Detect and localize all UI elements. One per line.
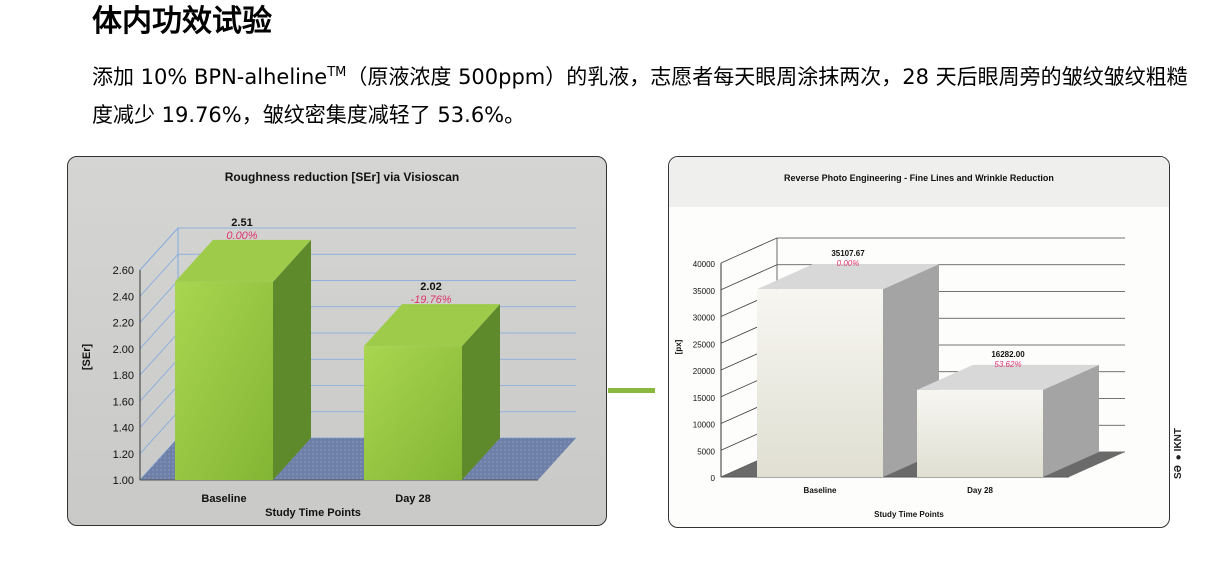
y-tick-label: 2.00 bbox=[113, 344, 134, 356]
description-paragraph: 添加 10% BPN-alhelineTM（原液浓度 500ppm）的乳液，志愿… bbox=[92, 54, 1202, 134]
x-axis-title: Study Time Points bbox=[265, 507, 361, 519]
edge-watermark-text: ЅӘ ●IKNT bbox=[1173, 428, 1184, 480]
bar-value-label-1: 2.51 bbox=[231, 217, 252, 229]
y-axis-title: [SEr] bbox=[81, 344, 93, 371]
bar-change-label-1: 0.00% bbox=[226, 230, 257, 242]
connector-line-left bbox=[608, 388, 655, 393]
page-heading: 体内功效试验 bbox=[92, 4, 272, 39]
y-tick-label: 1.20 bbox=[113, 449, 134, 461]
y-tick-label: 10000 bbox=[693, 421, 716, 430]
gridline-diagonal bbox=[139, 280, 179, 323]
bar-value-label-2: 2.02 bbox=[420, 281, 441, 293]
bar-value-label-2: 16282.00 bbox=[991, 350, 1025, 359]
y-tick-label: 2.60 bbox=[113, 265, 134, 277]
gridline-diagonal bbox=[720, 237, 778, 264]
wrinkle-chart: 0 5000 10000 15000 20000 25000 30000 35000 40000… bbox=[669, 157, 1169, 519]
bar-side-1 bbox=[273, 239, 311, 480]
chart-title: Reverse Photo Engineering - Fine Lines a… bbox=[784, 173, 1054, 183]
y-tick-label: 35000 bbox=[693, 287, 716, 296]
y-axis-title: [px] bbox=[674, 339, 683, 354]
description-part2: （原液浓度 500ppm）的乳液，志愿者每天眼周涂抹两次，28 天后眼周旁的皱纹… bbox=[92, 65, 1188, 127]
y-tick-label: 1.80 bbox=[113, 370, 134, 382]
y-tick-label: 15000 bbox=[693, 394, 716, 403]
y-tick-label: 5000 bbox=[697, 447, 715, 456]
chart-title: Roughness reduction [SEr] via Visioscan bbox=[225, 170, 460, 184]
x-category-label-2: Day 28 bbox=[395, 493, 430, 505]
bar-2 bbox=[364, 346, 462, 480]
y-tick-label: 25000 bbox=[693, 340, 716, 349]
bar-1 bbox=[757, 289, 883, 477]
y-tick-label: 1.60 bbox=[113, 396, 134, 408]
description-part1: 添加 10% BPN-alheline bbox=[92, 65, 328, 89]
bar-top-1 bbox=[175, 239, 311, 282]
roughness-chart-panel: 1.00 1.20 1.40 1.60 1.80 2.00 2.20 2.40 2.60 2.51… bbox=[67, 156, 607, 526]
bar-1 bbox=[175, 281, 273, 480]
x-category-label-1: Baseline bbox=[804, 486, 837, 495]
bar-side-2 bbox=[1043, 364, 1099, 477]
y-tick-label: 2.20 bbox=[113, 318, 134, 330]
y-tick-label: 1.00 bbox=[113, 475, 134, 487]
bar-change-label-1: 0.00% bbox=[837, 259, 860, 268]
gridline-diagonal bbox=[139, 253, 179, 297]
bar-change-label-2: 53.62% bbox=[994, 360, 1021, 369]
title-band bbox=[669, 157, 1169, 207]
gridline-diagonal bbox=[139, 358, 179, 402]
bar-side-2 bbox=[462, 304, 500, 480]
bar-change-label-2: -19.76% bbox=[411, 294, 452, 306]
gridline-diagonal bbox=[720, 264, 778, 291]
x-category-label-2: Day 28 bbox=[967, 486, 993, 495]
wrinkle-chart-panel: 0 5000 10000 15000 20000 25000 30000 35000 40000… bbox=[668, 156, 1170, 528]
gridline-diagonal bbox=[139, 385, 179, 428]
y-tick-label: 1.40 bbox=[113, 423, 134, 435]
x-category-label-1: Baseline bbox=[201, 493, 246, 505]
gridline-diagonal bbox=[139, 227, 179, 271]
gridline-diagonal bbox=[139, 411, 179, 455]
y-tick-label: 30000 bbox=[693, 314, 716, 323]
gridline-diagonal bbox=[139, 306, 179, 350]
bar-top-2 bbox=[917, 364, 1099, 390]
bar-value-label-1: 35107.67 bbox=[831, 249, 865, 258]
gridline-diagonal bbox=[139, 332, 179, 376]
roughness-chart: 1.00 1.20 1.40 1.60 1.80 2.00 2.20 2.40 2.60 2.51… bbox=[81, 170, 576, 519]
y-tick-label: 0 bbox=[711, 474, 716, 483]
bar-2 bbox=[917, 389, 1043, 477]
bar-top-1 bbox=[757, 264, 939, 290]
y-tick-label: 40000 bbox=[693, 260, 716, 269]
trademark-mark: TM bbox=[327, 65, 347, 80]
y-tick-label: 20000 bbox=[693, 367, 716, 376]
bar-top-2 bbox=[364, 304, 500, 347]
y-tick-label: 2.40 bbox=[113, 291, 134, 303]
x-axis-title: Study Time Points bbox=[874, 510, 944, 519]
